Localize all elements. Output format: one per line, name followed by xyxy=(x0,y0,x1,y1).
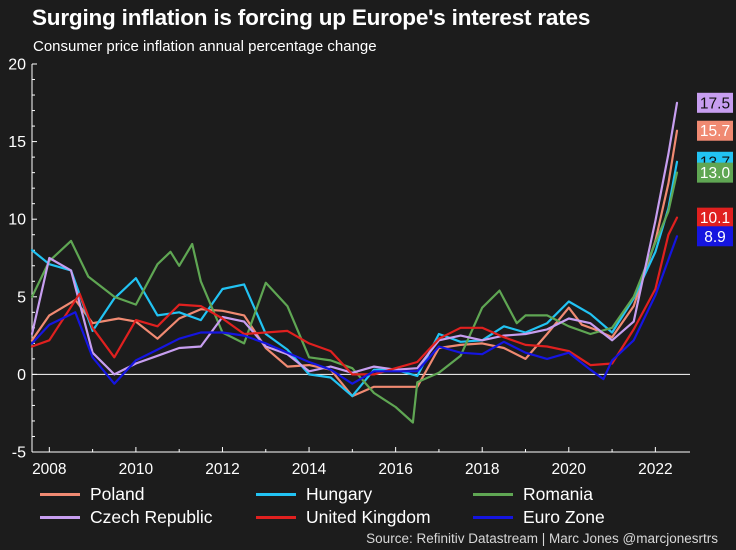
legend-swatch-united-kingdom xyxy=(256,516,296,519)
end-label-box-poland xyxy=(697,120,733,141)
end-label-box-euro-zone xyxy=(697,226,733,247)
legend-label-hungary: Hungary xyxy=(306,484,373,504)
legend-item-hungary: Hungary xyxy=(256,484,372,505)
legend-label-czech-republic: Czech Republic xyxy=(90,507,213,527)
legend-swatch-hungary xyxy=(256,493,296,496)
end-label-euro-zone: 8.9 xyxy=(704,229,726,246)
series-line-czech-republic xyxy=(30,101,679,376)
series-line-united-kingdom xyxy=(30,216,679,376)
legend-swatch-poland xyxy=(40,493,80,496)
end-labels: 15.713.713.017.510.18.9 xyxy=(697,92,733,247)
y-tick-label: 15 xyxy=(8,134,26,151)
legend-item-poland: Poland xyxy=(40,484,145,505)
x-tick-label: 2010 xyxy=(119,461,154,478)
legend-label-poland: Poland xyxy=(90,484,145,504)
series-line-poland xyxy=(30,129,679,398)
end-label-box-czech-republic xyxy=(697,92,733,113)
series-line-euro-zone xyxy=(30,235,679,385)
x-tick-label: 2020 xyxy=(552,461,587,478)
axes: 20 15 10 5 0 -5 2008 2010 2012 2014 2016 2018 2020 20… xyxy=(8,57,690,478)
legend-label-united-kingdom: United Kingdom xyxy=(306,507,431,527)
series-line-romania xyxy=(30,171,679,424)
x-tick-label: 2022 xyxy=(638,461,672,478)
source-note: Source: Refinitiv Datastream | Marc Jone… xyxy=(366,531,718,546)
end-label-box-united-kingdom xyxy=(697,207,733,228)
legend-item-czech-republic: Czech Republic xyxy=(40,507,213,528)
x-tick-label: 2012 xyxy=(205,461,239,478)
chart-title: Surging inflation is forcing up Europe's… xyxy=(32,5,591,30)
legend-item-romania: Romania xyxy=(473,484,593,505)
y-tick-label: 20 xyxy=(8,57,26,74)
x-tick-label: 2014 xyxy=(292,461,327,478)
end-label-box-romania xyxy=(697,162,733,183)
end-label-united-kingdom: 10.1 xyxy=(700,210,730,227)
legend-item-united-kingdom: United Kingdom xyxy=(256,507,431,528)
end-label-czech-republic: 17.5 xyxy=(700,95,730,112)
end-label-romania: 13.0 xyxy=(700,165,731,182)
chart-subtitle: Consumer price inflation annual percenta… xyxy=(33,38,377,55)
legend-swatch-euro-zone xyxy=(473,516,513,519)
legend-swatch-romania xyxy=(473,493,513,496)
x-tick-label: 2016 xyxy=(378,461,412,478)
y-tick-label: 0 xyxy=(17,367,26,384)
legend-label-romania: Romania xyxy=(523,484,594,504)
y-tick-label: 5 xyxy=(17,289,26,306)
series-lines xyxy=(30,101,679,424)
legend: Poland Hungary Romania Czech Republic Un… xyxy=(40,484,640,530)
y-tick-label: 10 xyxy=(8,212,26,229)
legend-swatch-czech-republic xyxy=(40,516,80,519)
series-line-hungary xyxy=(30,160,679,398)
legend-item-euro-zone: Euro Zone xyxy=(473,507,605,528)
x-tick-label: 2008 xyxy=(32,461,66,478)
end-label-poland: 15.7 xyxy=(700,123,730,140)
x-tick-label: 2018 xyxy=(465,461,499,478)
y-tick-label: -5 xyxy=(12,445,26,462)
legend-label-euro-zone: Euro Zone xyxy=(523,507,605,527)
